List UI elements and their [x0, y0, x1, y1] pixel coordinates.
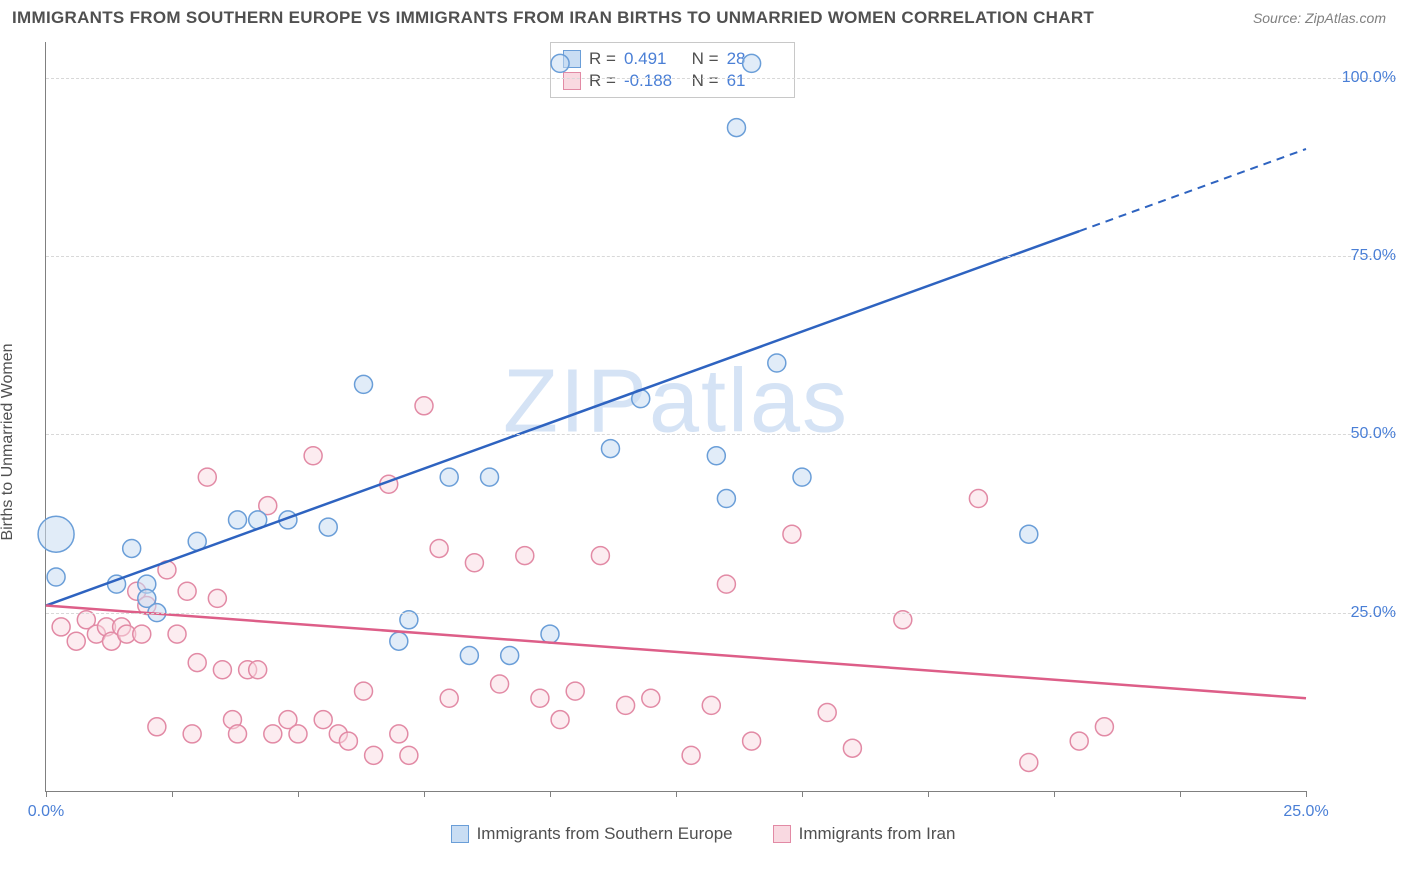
data-point: [148, 718, 166, 736]
data-point: [67, 632, 85, 650]
data-point: [566, 682, 584, 700]
data-point: [440, 689, 458, 707]
trend-line-dashed: [1079, 149, 1306, 231]
data-point: [1070, 732, 1088, 750]
data-point: [617, 696, 635, 714]
data-point: [707, 447, 725, 465]
y-tick-label: 50.0%: [1316, 425, 1396, 443]
data-point: [783, 525, 801, 543]
data-point: [717, 490, 735, 508]
data-point: [123, 539, 141, 557]
legend-swatch: [451, 825, 469, 843]
y-tick-label: 100.0%: [1316, 69, 1396, 87]
data-point: [178, 582, 196, 600]
y-tick-label: 25.0%: [1316, 604, 1396, 622]
y-tick-label: 75.0%: [1316, 247, 1396, 265]
data-point: [188, 654, 206, 672]
chart-svg: [46, 42, 1306, 791]
data-point: [768, 354, 786, 372]
data-point: [355, 375, 373, 393]
data-point: [743, 54, 761, 72]
data-point: [38, 516, 74, 552]
data-point: [168, 625, 186, 643]
data-point: [969, 490, 987, 508]
data-point: [717, 575, 735, 593]
data-point: [465, 554, 483, 572]
legend-item: Immigrants from Iran: [773, 824, 956, 844]
data-point: [531, 689, 549, 707]
bottom-legend: Immigrants from Southern Europe Immigrant…: [0, 824, 1406, 844]
data-point: [481, 468, 499, 486]
data-point: [415, 397, 433, 415]
data-point: [430, 539, 448, 557]
source-attribution: Source: ZipAtlas.com: [1253, 10, 1386, 26]
data-point: [339, 732, 357, 750]
data-point: [1020, 753, 1038, 771]
data-point: [501, 646, 519, 664]
data-point: [541, 625, 559, 643]
data-point: [355, 682, 373, 700]
data-point: [727, 119, 745, 137]
data-point: [289, 725, 307, 743]
plot-area: ZIPatlas R = 0.491 N = 28R = -0.188 N = …: [45, 42, 1306, 792]
data-point: [642, 689, 660, 707]
data-point: [365, 746, 383, 764]
legend-label: Immigrants from Southern Europe: [477, 824, 733, 844]
data-point: [47, 568, 65, 586]
data-point: [208, 589, 226, 607]
data-point: [390, 632, 408, 650]
data-point: [551, 711, 569, 729]
legend-item: Immigrants from Southern Europe: [451, 824, 733, 844]
x-tick-label: 25.0%: [1283, 803, 1328, 821]
data-point: [818, 704, 836, 722]
data-point: [314, 711, 332, 729]
data-point: [198, 468, 216, 486]
data-point: [491, 675, 509, 693]
trend-line: [46, 606, 1306, 699]
y-axis-label: Births to Unmarried Women: [0, 343, 17, 540]
legend-label: Immigrants from Iran: [799, 824, 956, 844]
data-point: [52, 618, 70, 636]
data-point: [390, 725, 408, 743]
data-point: [304, 447, 322, 465]
data-point: [601, 440, 619, 458]
legend-swatch: [773, 825, 791, 843]
data-point: [400, 746, 418, 764]
data-point: [743, 732, 761, 750]
chart-container: Births to Unmarried Women ZIPatlas R = 0…: [0, 32, 1406, 852]
data-point: [213, 661, 231, 679]
data-point: [843, 739, 861, 757]
data-point: [183, 725, 201, 743]
chart-title: IMMIGRANTS FROM SOUTHERN EUROPE VS IMMIG…: [12, 8, 1094, 28]
data-point: [229, 725, 247, 743]
data-point: [702, 696, 720, 714]
trend-line: [46, 231, 1079, 605]
data-point: [319, 518, 337, 536]
data-point: [793, 468, 811, 486]
data-point: [460, 646, 478, 664]
data-point: [133, 625, 151, 643]
data-point: [682, 746, 700, 764]
x-tick-label: 0.0%: [28, 803, 64, 821]
data-point: [249, 661, 267, 679]
data-point: [551, 54, 569, 72]
data-point: [516, 547, 534, 565]
data-point: [440, 468, 458, 486]
data-point: [591, 547, 609, 565]
data-point: [1095, 718, 1113, 736]
data-point: [264, 725, 282, 743]
data-point: [1020, 525, 1038, 543]
data-point: [229, 511, 247, 529]
